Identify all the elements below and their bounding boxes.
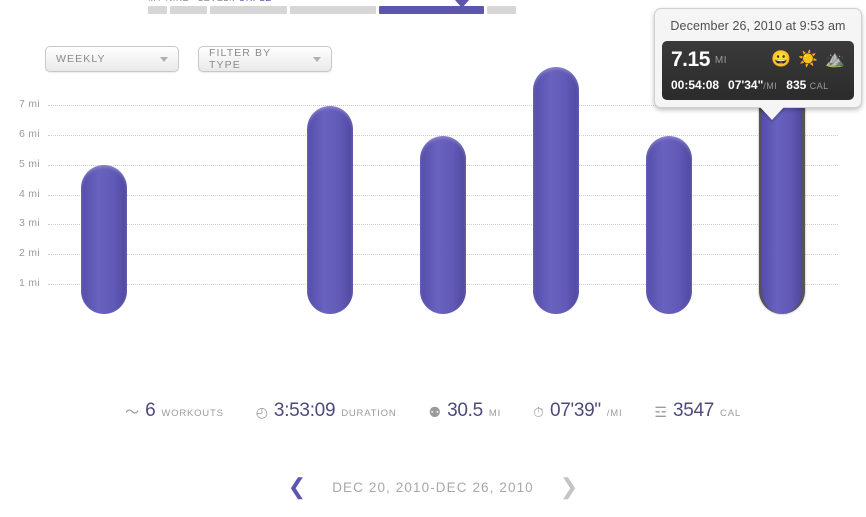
- y-axis-tick-label: 6 mi: [18, 127, 40, 140]
- bar[interactable]: [420, 135, 466, 314]
- tooltip-calories-unit: CAL: [809, 81, 829, 91]
- summary-stat-value: 30.5: [447, 400, 483, 421]
- chevron-down-icon: [313, 56, 321, 62]
- level-segment: [170, 6, 207, 14]
- gridline: [48, 104, 838, 106]
- level-label: MY NIKE+ LEVEL:PURPLE: [148, 0, 272, 3]
- bar[interactable]: [81, 165, 128, 314]
- summary-stat-value: 3547: [672, 400, 715, 421]
- workouts-squiggle-icon: 〜: [125, 404, 140, 420]
- summary-stat: ⚉ 30.5 MI: [429, 400, 502, 422]
- tooltip-calories-group: 835 CAL: [786, 78, 828, 92]
- plot-area: M12/20T12/21W12/22T12/23F12/24S12/25S12/…: [48, 44, 838, 314]
- stopwatch-icon: ⏱: [533, 404, 544, 420]
- summary-stat-value: 3:53:09: [273, 400, 336, 421]
- period-dropdown[interactable]: WEEKLY: [45, 46, 179, 72]
- y-axis-tick-label: 3 mi: [18, 217, 40, 230]
- filter-by-type-dropdown[interactable]: FILTER BY TYPE: [198, 46, 332, 72]
- summary-stat-unit: CAL: [720, 408, 741, 419]
- mood-happy-icon: 😀: [771, 51, 792, 68]
- summary-stat-value: 6: [145, 400, 156, 421]
- tooltip-pace-group: 07'34"/MI: [728, 78, 777, 92]
- summary-stat-unit: MI: [488, 408, 502, 419]
- y-axis-tick-label: 5 mi: [18, 157, 40, 170]
- summary-stat: ◴ 3:53:09 DURATION: [256, 400, 397, 422]
- bar[interactable]: [532, 66, 579, 314]
- next-week-icon[interactable]: ❯: [559, 474, 579, 499]
- clock-icon: ◴: [255, 404, 268, 420]
- level-progress: MY NIKE+ LEVEL:PURPLE: [0, 0, 866, 24]
- level-segment: [209, 6, 287, 14]
- tooltip-calories: 835: [786, 78, 807, 92]
- workout-tooltip: December 26, 2010 at 9:53 am 7.15 MI 😀 ☀️…: [654, 8, 862, 120]
- level-segment: [289, 6, 376, 14]
- level-marker-icon: [455, 0, 469, 8]
- y-axis-tick-label: 2 mi: [18, 247, 40, 260]
- tooltip-pointer-icon: [759, 106, 785, 120]
- level-segment: [378, 6, 485, 14]
- tooltip-pace: 07'34": [728, 78, 764, 92]
- bar[interactable]: [307, 105, 354, 314]
- week-pager: ❮ DEC 20, 2010-DEC 26, 2010 ❯: [0, 476, 866, 498]
- distance-bar-chart: 1 mi 2 mi 3 mi 4 mi 5 mi 6 mi 7 mi M12/20T12/2…: [0, 44, 866, 370]
- level-segment: [487, 6, 516, 14]
- tooltip-distance-value: 7.15: [671, 48, 710, 71]
- level-segment: [148, 6, 168, 14]
- tooltip-date: December 26, 2010 at 9:53 am: [670, 19, 846, 33]
- summary-stat: ⏱ 07'39" /MI: [533, 400, 622, 422]
- summary-stat: ☲ 3547 CAL: [654, 400, 741, 422]
- tooltip-body: 7.15 MI 😀 ☀️ ⛰️ 00:54:08 07'34"/MI 835 CAL: [662, 41, 854, 100]
- level-value: PURPLE: [232, 0, 272, 3]
- period-dropdown-label: WEEKLY: [56, 53, 106, 65]
- summary-stat-unit: DURATION: [341, 408, 397, 419]
- tooltip-duration: 00:54:08: [671, 78, 720, 92]
- date-range-label: DEC 20, 2010-DEC 26, 2010: [332, 479, 534, 495]
- y-axis-tick-label: 7 mi: [18, 97, 40, 110]
- tooltip-metrics-row: 00:54:08 07'34"/MI 835 CAL: [671, 78, 845, 92]
- chevron-down-icon: [160, 56, 168, 62]
- level-track[interactable]: [148, 6, 516, 14]
- gridline: [48, 134, 838, 136]
- level-label-prefix: MY NIKE+ LEVEL:: [148, 0, 232, 3]
- y-axis-tick-label: 1 mi: [18, 277, 40, 290]
- summary-stats: 〜 6 WORKOUTS ◴ 3:53:09 DURATION ⚉ 30.5 MI ⏱ 07'39"…: [0, 396, 866, 426]
- flame-cal-icon: ☲: [654, 404, 667, 420]
- filter-dropdown-label: FILTER BY TYPE: [209, 47, 272, 71]
- tooltip-distance-unit: MI: [714, 54, 727, 66]
- tooltip-distance-row: 7.15 MI 😀 ☀️ ⛰️: [671, 48, 845, 72]
- summary-stat-value: 07'39": [549, 400, 601, 421]
- weather-sunny-icon: ☀️: [798, 51, 819, 68]
- previous-week-icon[interactable]: ❮: [287, 474, 307, 499]
- bar[interactable]: [645, 135, 692, 314]
- tooltip-condition-icons: 😀 ☀️ ⛰️: [771, 52, 845, 68]
- summary-stat: 〜 6 WORKOUTS: [125, 400, 224, 422]
- summary-stat-unit: /MI: [606, 408, 623, 419]
- summary-stat-unit: WORKOUTS: [161, 408, 224, 419]
- terrain-trail-icon: ⛰️: [825, 51, 845, 68]
- tooltip-pace-unit: /MI: [763, 81, 778, 91]
- map-pin-icon: ⚉: [428, 404, 442, 420]
- y-axis-tick-label: 4 mi: [18, 187, 40, 200]
